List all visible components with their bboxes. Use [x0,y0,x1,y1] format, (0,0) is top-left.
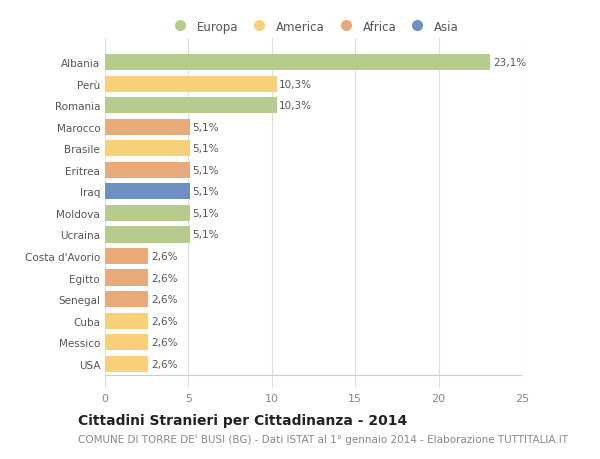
Bar [105,356,148,372]
Text: 2,6%: 2,6% [151,273,178,283]
Text: 10,3%: 10,3% [280,79,313,90]
Text: 2,6%: 2,6% [151,359,178,369]
Text: 5,1%: 5,1% [193,165,219,175]
Bar [105,76,277,93]
Bar [105,270,148,286]
Text: 2,6%: 2,6% [151,337,178,347]
Text: COMUNE DI TORRE DE' BUSI (BG) - Dati ISTAT al 1° gennaio 2014 - Elaborazione TUT: COMUNE DI TORRE DE' BUSI (BG) - Dati IST… [78,434,568,444]
Bar [105,313,148,329]
Bar [105,291,148,308]
Bar [105,55,490,71]
Text: 5,1%: 5,1% [193,230,219,240]
Text: 5,1%: 5,1% [193,144,219,154]
Text: 2,6%: 2,6% [151,294,178,304]
Bar [105,227,190,243]
Bar [105,98,277,114]
Bar [105,141,190,157]
Bar [105,205,190,222]
Text: 5,1%: 5,1% [193,187,219,197]
Bar [105,248,148,264]
Text: 2,6%: 2,6% [151,252,178,262]
Text: Cittadini Stranieri per Cittadinanza - 2014: Cittadini Stranieri per Cittadinanza - 2… [78,413,407,427]
Text: 23,1%: 23,1% [493,58,526,68]
Bar [105,334,148,351]
Legend: Europa, America, Africa, Asia: Europa, America, Africa, Asia [165,17,462,37]
Bar [105,119,190,135]
Bar [105,162,190,179]
Text: 10,3%: 10,3% [280,101,313,111]
Text: 5,1%: 5,1% [193,123,219,133]
Bar [105,184,190,200]
Text: 5,1%: 5,1% [193,208,219,218]
Text: 2,6%: 2,6% [151,316,178,326]
